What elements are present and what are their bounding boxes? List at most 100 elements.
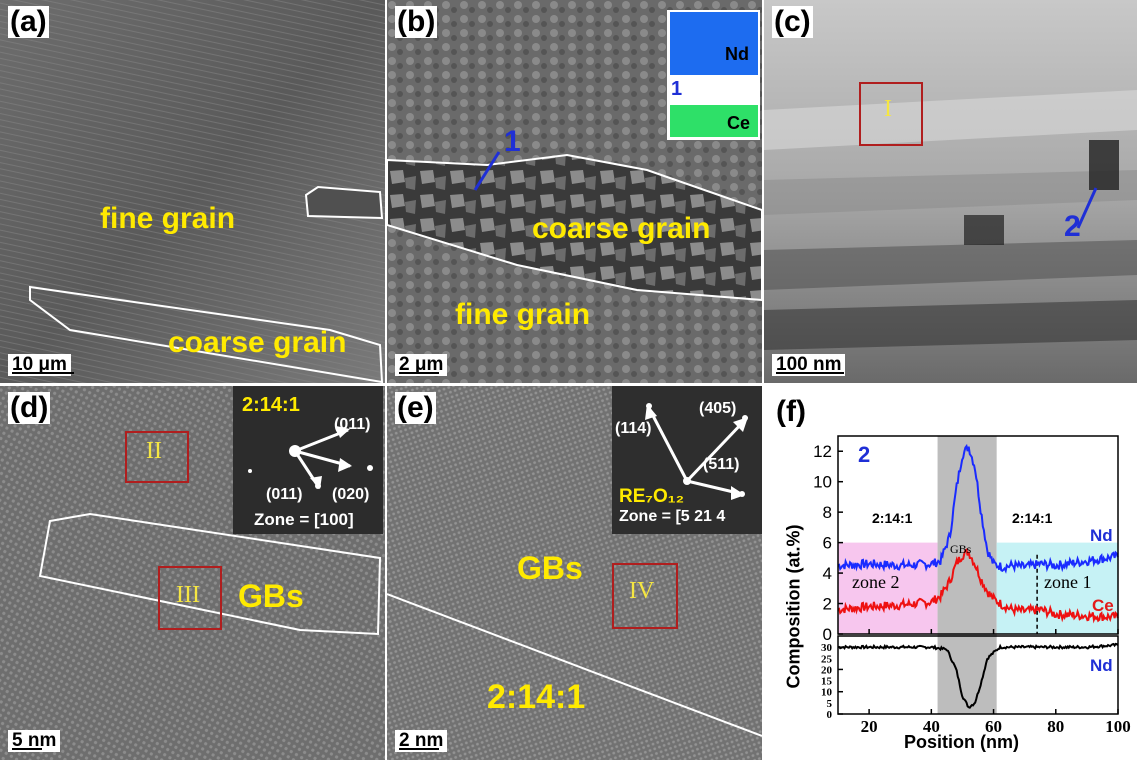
y-tick-label-bottom: 30 (821, 642, 833, 654)
nd-signal (670, 12, 758, 75)
panel-label-c: (c) (772, 5, 813, 38)
hrtem-image-d (0, 386, 385, 760)
region-box-IV (612, 563, 678, 629)
zone1-label: zone 1 (1044, 572, 1092, 592)
inset-ce: Ce (727, 113, 751, 133)
scale-text-b: 2 μm (399, 354, 444, 375)
shaded-region-1 (937, 436, 997, 714)
inset-num: 1 (671, 78, 683, 100)
legend-nd: Nd (1090, 526, 1113, 545)
x-tick-label: 60 (985, 717, 1002, 736)
roman-IV: IV (629, 578, 655, 604)
roman-III: III (176, 582, 200, 608)
index-114: (114) (615, 420, 652, 437)
roman-II: II (146, 438, 162, 464)
eds-inset-b: Nd 1 Ce (667, 10, 760, 140)
shaded-region-0 (838, 542, 938, 634)
outline-coarse-region-b (387, 153, 762, 302)
y-axis-title: Composition (at.%) (783, 524, 804, 689)
panel-f: (f) 0 2 4 6 8 10 12 0 10 20 30 5 15 25 20 40 60 80 100 2 2… (764, 386, 1137, 760)
index-405: (405) (699, 400, 737, 417)
y-minor-tick-label-bottom: 15 (821, 676, 833, 688)
x-tick-label: 80 (1047, 717, 1064, 736)
region-box-I (859, 82, 923, 146)
roman-I: I (884, 96, 892, 122)
y-tick-label-top: 4 (823, 564, 832, 583)
x-tick-label: 40 (923, 717, 940, 736)
scale-text-a: 10 μm (12, 354, 67, 375)
panel-b: (b) 1 coarse grain fine grain Nd 1 Ce 2 … (387, 0, 762, 383)
index-511: (511) (703, 456, 740, 473)
fine-grain-label-b: fine grain (455, 298, 591, 331)
y-minor-tick-label-bottom: 25 (821, 653, 833, 665)
phase-label-e: 2:14:1 (487, 678, 586, 716)
scale-text-c: 100 nm (776, 354, 842, 375)
line-scan-2 (1076, 187, 1098, 229)
y-tick-label-top: 8 (823, 503, 832, 522)
y-tick-label-bottom: 20 (821, 664, 833, 676)
scale-bar-c: 100 nm (772, 354, 846, 376)
panel-d: (d) II III GBs 2:14:1 (011) (011) (020) … (0, 386, 385, 760)
tem-image-c (764, 0, 1137, 383)
y-tick-label-top: 6 (823, 534, 832, 553)
fft-inset-e (612, 386, 762, 534)
panel-label-d: (d) (8, 391, 51, 424)
inset-phase-d: 2:14:1 (242, 394, 300, 416)
gbs-label-e: GBs (517, 550, 583, 586)
right-phase-label: 2:14:1 (1012, 510, 1053, 526)
series-nd (837, 443, 1119, 574)
sem-image-a (0, 0, 385, 383)
marker-1: 1 (504, 125, 521, 158)
scale-text-d: 5 nm (12, 730, 57, 751)
coarse-grain-label-a: coarse grain (168, 326, 347, 359)
panel-label-e: (e) (395, 391, 436, 424)
scale-bar-e: 2 nm (395, 730, 448, 752)
y-tick-label-top: 2 (823, 595, 832, 614)
y-minor-tick-label-bottom: 5 (827, 698, 833, 710)
panel-c: (c) I 2 100 nm (764, 0, 1137, 383)
panel-label-b: (b) (395, 5, 438, 38)
zone-axis-e: Zone = [5 21 4 (619, 508, 726, 525)
x-axis-title: Position (nm) (904, 732, 1019, 752)
top-plot-frame (837, 435, 1119, 635)
coarse-grain-label-b: coarse grain (532, 212, 711, 245)
panel-a: (a) fine grain coarse grain 10 μm (0, 0, 385, 383)
fft-inset-d (233, 386, 383, 534)
panel-e: (e) IV GBs 2:14:1 (405) (114) (511) RE₇O… (387, 386, 762, 760)
scale-bar-b: 2 μm (395, 354, 448, 376)
x-tick-label: 20 (861, 717, 878, 736)
index-011: (011) (266, 486, 303, 503)
fine-grain-label-a: fine grain (100, 202, 236, 235)
y-tick-label-top: 0 (823, 625, 832, 644)
zone-axis-d: Zone = [100] (254, 510, 354, 529)
inset-nd: Nd (725, 44, 749, 64)
y-tick-label-bottom: 0 (827, 709, 833, 721)
outline-coarse-region (29, 285, 384, 383)
outline-gb-region-d (38, 512, 382, 636)
left-phase-label: 2:14:1 (872, 510, 913, 526)
bottom-plot-frame (837, 635, 1119, 715)
inset-phase-e: RE₇O₁₂ (619, 486, 685, 507)
region-box-III (158, 566, 222, 630)
ce-signal (670, 105, 758, 137)
y-tick-label-top: 10 (813, 473, 832, 492)
marker-2: 2 (1064, 210, 1081, 243)
hrtem-image-e (387, 386, 762, 760)
panel-label-f: (f) (776, 395, 806, 428)
region-box-II (125, 431, 189, 483)
series-lower-nd (837, 642, 1119, 709)
scale-bar-a: 10 μm (8, 354, 74, 376)
index-020: (020) (332, 486, 370, 503)
panel-label-a: (a) (8, 5, 49, 38)
scale-bar-d: 5 nm (8, 730, 61, 752)
marker-2-f: 2 (858, 442, 871, 467)
scale-text-e: 2 nm (399, 730, 444, 751)
gbs-label-d: GBs (238, 578, 304, 614)
outline-small-coarse (304, 185, 384, 220)
gbs-label-f: GBs (950, 542, 972, 556)
y-tick-label-top: 12 (813, 442, 832, 461)
legend-ce: Ce (1092, 596, 1114, 615)
line-scan-1 (473, 151, 501, 191)
series-ce (837, 548, 1119, 624)
